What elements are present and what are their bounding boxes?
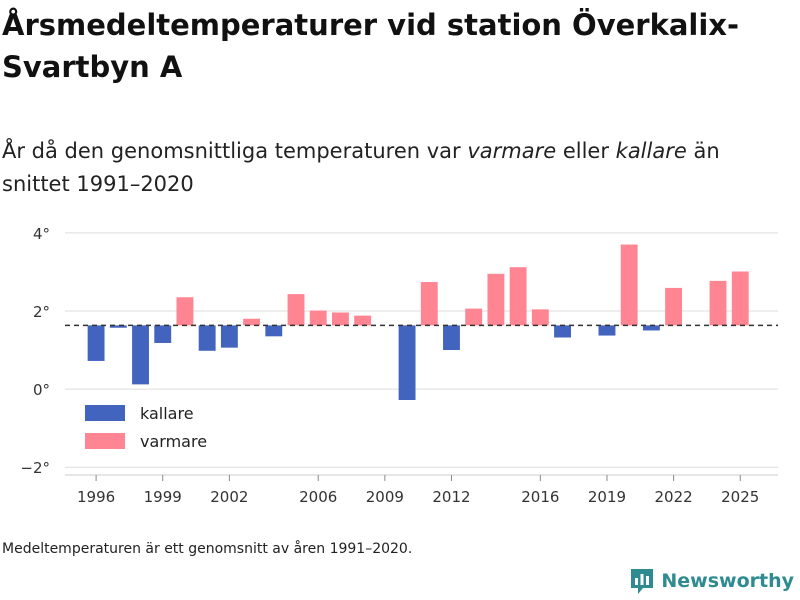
bar-2004 — [265, 325, 283, 337]
x-tick-label: 2012 — [432, 488, 470, 506]
x-tick-label: 2019 — [588, 488, 626, 506]
bar-2016 — [531, 309, 549, 326]
bar-1998 — [132, 325, 149, 385]
bar-2017 — [554, 325, 571, 338]
y-tick-label: −2° — [20, 459, 50, 477]
bar-2006 — [309, 310, 327, 326]
bar-2013 — [465, 308, 483, 326]
bar-2010 — [398, 325, 416, 400]
bar-2021 — [642, 325, 660, 331]
newsworthy-logo-icon — [631, 569, 654, 594]
subtitle-part1: År då den genomsnittliga temperaturen va… — [2, 139, 468, 163]
x-tick-label: 1999 — [144, 488, 182, 506]
bar-2012 — [443, 325, 460, 350]
y-tick-label: 2° — [33, 303, 50, 321]
bar-2025 — [731, 271, 749, 326]
x-tick-label: 2022 — [655, 488, 693, 506]
bar-2014 — [487, 273, 505, 326]
bar-2003 — [243, 318, 261, 326]
subtitle-warm-word: varmare — [467, 139, 557, 163]
brand-name: Newsworthy — [661, 570, 794, 592]
subtitle-cold-word: kallare — [615, 139, 687, 163]
bar-1996 — [87, 325, 105, 361]
x-tick-label: 2006 — [299, 488, 337, 506]
y-tick-label: 0° — [33, 381, 50, 399]
bar-1999 — [154, 325, 172, 343]
legend-swatch-cold — [85, 405, 125, 421]
footnote: Medeltemperaturen är ett genomsnitt av å… — [2, 541, 413, 557]
x-tick-label: 1996 — [77, 488, 115, 506]
x-tick-label: 2016 — [521, 488, 559, 506]
bar-2011 — [420, 282, 438, 326]
bar-2024 — [709, 280, 727, 326]
bar-2015 — [509, 267, 527, 326]
bar-chart: −2° 0° 2° 4° 1996 1999 2002 2006 2009 2012 2016 201… — [20, 225, 778, 506]
legend-label-warm: varmare — [140, 432, 207, 451]
bar-2001 — [198, 325, 216, 351]
x-tick-label: 2002 — [210, 488, 248, 506]
bar-2020 — [620, 244, 638, 326]
bar-2007 — [331, 312, 349, 326]
x-tick-label: 2009 — [366, 488, 404, 506]
chart-subtitle: År då den genomsnittliga temperaturen va… — [2, 135, 792, 201]
bar-2022 — [665, 287, 683, 326]
subtitle-part3: än snittet 1991–2020 — [2, 139, 720, 196]
legend-swatch-warm — [85, 433, 125, 449]
bar-2002 — [220, 325, 238, 348]
bar-1997 — [109, 325, 127, 328]
legend-label-cold: kallare — [140, 404, 194, 423]
x-tick-label: 2025 — [721, 488, 759, 506]
subtitle-part2: eller — [556, 139, 616, 163]
bar-2008 — [354, 315, 372, 326]
bar-2000 — [176, 297, 194, 326]
chart-title: Årsmedeltemperaturer vid station Överkal… — [2, 8, 740, 84]
brand-logo: Newsworthy — [629, 566, 794, 596]
bar-2005 — [287, 294, 305, 326]
bar-2019 — [598, 325, 616, 336]
y-tick-label: 4° — [33, 225, 50, 243]
